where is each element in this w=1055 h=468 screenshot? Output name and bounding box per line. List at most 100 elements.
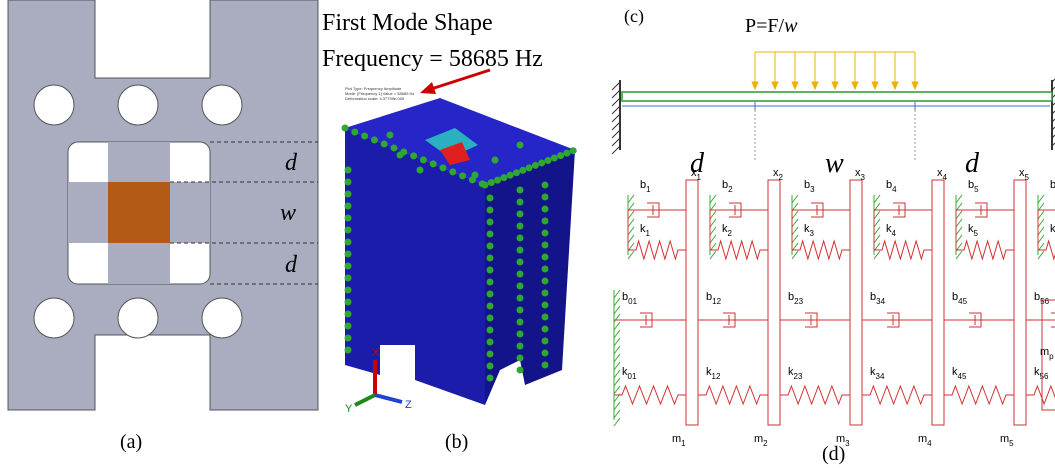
symbol: m — [754, 433, 763, 445]
symbol-label: k5 — [968, 223, 979, 238]
support — [517, 187, 524, 194]
ground-hatch — [1038, 227, 1044, 235]
subscript: 2 — [763, 439, 768, 448]
ground-hatch — [614, 314, 620, 322]
ground-hatch — [710, 211, 716, 219]
support — [542, 182, 549, 189]
support — [387, 132, 394, 139]
ground-hatch — [710, 219, 716, 227]
symbol-label: k4 — [886, 223, 897, 238]
ground-hatch — [710, 251, 716, 259]
support — [487, 231, 494, 238]
damper — [710, 203, 768, 217]
ground-hatch — [614, 322, 620, 330]
support — [345, 323, 352, 330]
support — [542, 254, 549, 261]
hatch — [612, 138, 620, 146]
subscript: 3 — [810, 229, 815, 238]
support — [345, 335, 352, 342]
load-label: P=F/w — [745, 15, 798, 37]
support — [517, 319, 524, 326]
support — [371, 136, 378, 143]
support — [345, 251, 352, 258]
hatch — [612, 98, 620, 106]
arrow-head — [912, 82, 918, 89]
support — [345, 179, 352, 186]
symbol-label: m5 — [1000, 433, 1014, 448]
damper — [614, 313, 686, 327]
support — [517, 271, 524, 278]
panel-label: (a) — [120, 431, 142, 453]
symbol-label: b3 — [804, 179, 815, 194]
subscript: 23 — [794, 297, 803, 306]
spring — [956, 241, 1014, 259]
subscript: 56 — [1040, 372, 1049, 381]
support — [345, 311, 352, 318]
subscript: 34 — [876, 297, 885, 306]
dim-label: d — [965, 148, 980, 179]
support — [563, 150, 570, 157]
panel-label: (d) — [822, 443, 845, 465]
support — [487, 195, 494, 202]
arrow-head — [832, 82, 838, 89]
support — [517, 235, 524, 242]
support — [487, 375, 494, 382]
support — [542, 350, 549, 357]
support — [494, 177, 501, 184]
support — [538, 159, 545, 166]
subscript: 1 — [646, 185, 651, 194]
subscript: 34 — [876, 372, 885, 381]
ground-hatch — [710, 195, 716, 203]
mode-title: First Mode Shape — [322, 10, 493, 36]
symbol-label: k23 — [788, 366, 803, 381]
patch — [108, 182, 170, 243]
spring — [944, 386, 1014, 404]
symbol: m — [836, 433, 845, 445]
panel-c: (c) P=F/w d w d — [612, 6, 1055, 179]
subscript: 2 — [728, 229, 733, 238]
support — [517, 211, 524, 218]
ground-hatch — [614, 370, 620, 378]
ground-hatch — [874, 211, 880, 219]
damper — [956, 203, 1014, 217]
symbol-label: b1 — [640, 179, 651, 194]
support — [532, 162, 539, 169]
support — [517, 367, 524, 374]
hatch — [612, 130, 620, 138]
ground-hatch — [1038, 235, 1044, 243]
panel-b: First Mode Shape Frequency = 58685 Hz Pl… — [322, 10, 577, 453]
hatch — [612, 146, 620, 154]
ground-hatch — [1038, 219, 1044, 227]
arrow-head — [792, 82, 798, 89]
support — [542, 326, 549, 333]
subscript: 01 — [628, 297, 637, 306]
symbol-label: b6 — [1050, 179, 1055, 194]
support — [542, 290, 549, 297]
support — [345, 287, 352, 294]
arrow-head — [852, 82, 858, 89]
symbol: b — [1050, 179, 1055, 191]
support — [500, 174, 507, 181]
support — [517, 355, 524, 362]
subscript: 3 — [845, 439, 850, 448]
axis-label: X — [372, 347, 380, 359]
dim-label: w — [280, 200, 296, 226]
symbol-label: k1 — [640, 223, 651, 238]
ground-hatch — [874, 195, 880, 203]
support — [472, 172, 479, 179]
damper — [628, 203, 686, 217]
support — [542, 314, 549, 321]
support — [526, 164, 533, 171]
symbol-label: k34 — [870, 366, 885, 381]
ground-hatch — [710, 235, 716, 243]
subscript: 4 — [892, 229, 897, 238]
ground-hatch — [628, 211, 634, 219]
support — [487, 243, 494, 250]
ground-hatch — [874, 251, 880, 259]
mass — [850, 180, 862, 425]
support — [517, 259, 524, 266]
ground-hatch — [792, 235, 798, 243]
arrow-head — [812, 82, 818, 89]
ground-hatch — [614, 402, 620, 410]
hatch — [612, 122, 620, 130]
